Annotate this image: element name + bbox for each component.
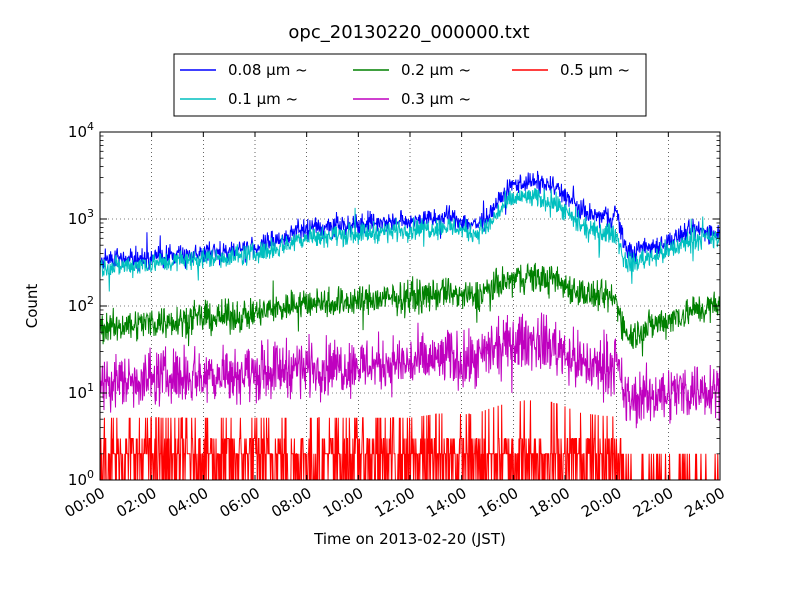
legend: 0.08 μm ~ 0.1 μm ~ 0.2 μm ~ 0.3 μm ~ 0.5 μm … [173,53,647,117]
chart-title: opc_20130220_000000.txt [288,22,529,43]
y-tick-label: 103 [68,207,94,228]
y-tick-label: 104 [68,120,94,141]
series-line [99,187,721,292]
series-line [99,312,721,429]
legend-box [173,53,647,117]
plot-area [99,131,721,481]
legend-label: 0.2 μm ~ [401,61,471,79]
legend-items: 0.08 μm ~ 0.1 μm ~ 0.2 μm ~ 0.3 μm ~ 0.5 μm … [180,61,630,108]
x-axis-label: Time on 2013-02-20 (JST) [313,530,506,548]
legend-label: 0.3 μm ~ [401,90,471,108]
legend-label: 0.08 μm ~ [228,61,308,79]
plot-frame [99,131,721,481]
y-tick-label: 100 [68,468,94,489]
y-tick-label: 101 [68,381,94,402]
grid-lines [100,132,720,480]
y-axis-label: Count [23,284,41,329]
y-tick-labels: 100 101 102 103 104 [68,120,94,489]
legend-label: 0.1 μm ~ [228,90,298,108]
legend-label: 0.5 μm ~ [560,61,630,79]
y-tick-label: 102 [68,294,94,315]
series-line [99,262,721,357]
